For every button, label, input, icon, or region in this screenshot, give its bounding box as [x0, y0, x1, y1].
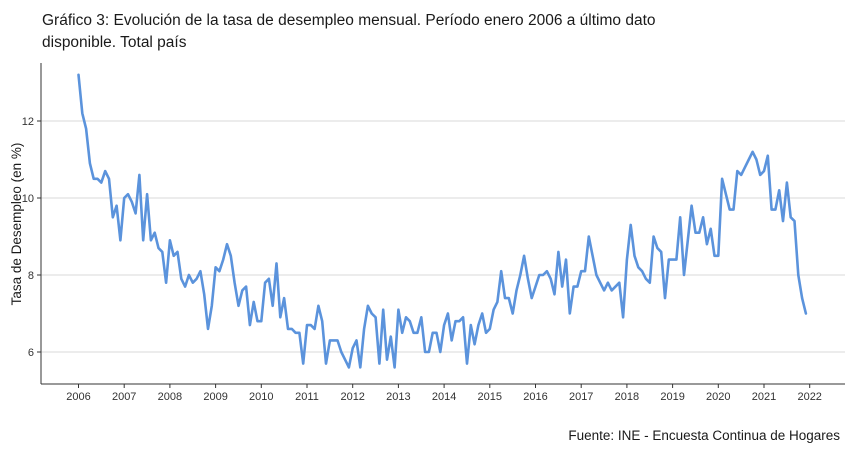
- x-tick-label: 2015: [478, 391, 502, 403]
- x-tick-label: 2019: [660, 391, 684, 403]
- x-tick-label: 2022: [797, 391, 821, 403]
- x-tick-label: 2009: [203, 391, 227, 403]
- x-tick-label: 2006: [66, 391, 90, 403]
- x-axis-ticks: 2006 2007 2008 2009 2010 2011 2012 2013 2014 2015…: [66, 384, 822, 403]
- x-tick-label: 2018: [615, 391, 639, 403]
- y-axis-title: Tasa de Desempleo (en %): [9, 143, 24, 306]
- y-tick-label: 10: [22, 193, 34, 205]
- x-tick-label: 2014: [432, 391, 456, 403]
- x-tick-label: 2017: [569, 391, 593, 403]
- gridlines: [41, 120, 845, 353]
- source-note: Fuente: INE - Encuesta Continua de Hogar…: [568, 428, 840, 443]
- y-axis-ticks: 6 8 10 12: [22, 116, 41, 359]
- x-tick-label: 2020: [706, 391, 730, 403]
- x-tick-label: 2007: [112, 391, 136, 403]
- x-tick-label: 2016: [523, 391, 547, 403]
- x-tick-label: 2012: [340, 391, 364, 403]
- x-tick-label: 2008: [158, 391, 182, 403]
- chart-title: Gráfico 3: Evolución de la tasa de desem…: [42, 12, 656, 51]
- y-tick-label: 12: [22, 116, 34, 128]
- x-tick-label: 2010: [249, 391, 273, 403]
- y-tick-label: 6: [28, 347, 34, 359]
- x-tick-label: 2011: [295, 391, 319, 403]
- x-tick-label: 2013: [386, 391, 410, 403]
- series-line-unemployment-rate: [77, 73, 808, 369]
- x-tick-label: 2021: [752, 391, 776, 403]
- y-tick-label: 8: [28, 270, 34, 282]
